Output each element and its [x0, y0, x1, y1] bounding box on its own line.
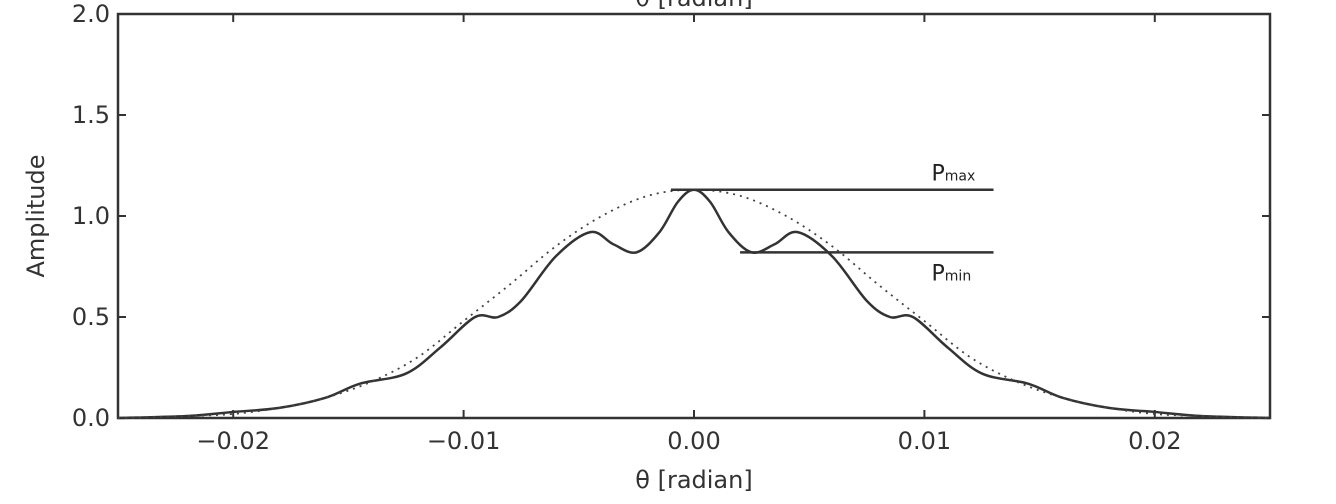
y-ticks: 0.0 0.5 1.0 1.5 2.0	[72, 0, 1270, 432]
y-tick-label: 0.5	[72, 303, 110, 331]
annotation-pmax: Pmax	[932, 162, 976, 187]
x-tick-label: 0.02	[1128, 427, 1181, 455]
y-tick-label: 0.0	[72, 404, 110, 432]
y-tick-label: 1.5	[72, 101, 110, 129]
x-tick-label: 0.01	[898, 427, 951, 455]
series-layer	[117, 188, 1271, 420]
y-axis-label: Amplitude	[22, 155, 50, 278]
y-tick-label: 2.0	[72, 0, 110, 28]
y-tick-label: 1.0	[72, 202, 110, 230]
x-ticks: −0.02 −0.01 0.00 0.01 0.02	[196, 14, 1182, 455]
annotations-layer: Pmax Pmin	[670, 162, 994, 286]
x-tick-label: −0.02	[196, 427, 270, 455]
x-tick-label: −0.01	[427, 427, 501, 455]
x-axis-label: θ [radian]	[635, 466, 752, 494]
top-axis-label: θ [radian]	[635, 0, 752, 12]
amplitude-solid-line	[117, 188, 1271, 420]
annotation-pmin: Pmin	[932, 261, 972, 286]
plot-area-frame	[116, 12, 1272, 420]
envelope-dotted-line	[117, 188, 1271, 419]
x-tick-label: 0.00	[667, 427, 720, 455]
